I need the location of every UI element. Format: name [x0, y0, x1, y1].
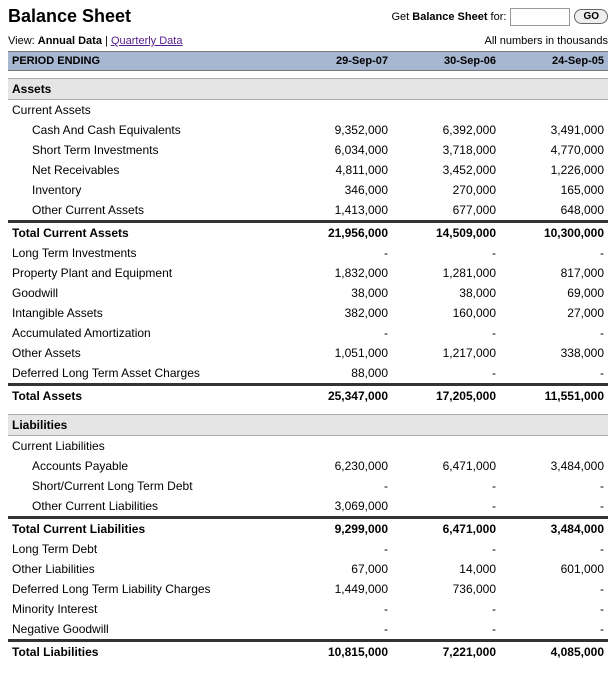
total-assets-row: Total Assets25,347,00017,205,00011,551,0…: [8, 385, 608, 407]
table-row: Negative Goodwill---: [8, 619, 608, 641]
table-row: Goodwill38,00038,00069,000: [8, 283, 608, 303]
units-note: All numbers in thousands: [484, 35, 608, 47]
period-header-row: PERIOD ENDING 29-Sep-07 30-Sep-06 24-Sep…: [8, 52, 608, 71]
period-label: PERIOD ENDING: [8, 52, 284, 71]
table-row: Net Receivables4,811,0003,452,0001,226,0…: [8, 160, 608, 180]
table-row: Other Current Assets1,413,000677,000648,…: [8, 200, 608, 222]
current-assets-subheader: Current Assets: [8, 100, 608, 121]
period-2: 30-Sep-06: [392, 52, 500, 71]
table-row: Long Term Debt---: [8, 539, 608, 559]
table-row: Deferred Long Term Liability Charges1,44…: [8, 579, 608, 599]
ticker-lookup: Get Balance Sheet for: GO: [391, 8, 608, 26]
table-row: Deferred Long Term Asset Charges88,000--: [8, 363, 608, 385]
ticker-input[interactable]: [510, 8, 570, 26]
table-row: Inventory346,000270,000165,000: [8, 180, 608, 200]
quarterly-link[interactable]: Quarterly Data: [111, 35, 183, 47]
table-row: Long Term Investments---: [8, 243, 608, 263]
table-row: Cash And Cash Equivalents9,352,0006,392,…: [8, 120, 608, 140]
balance-sheet-container: Balance Sheet Get Balance Sheet for: GO …: [0, 0, 616, 668]
header: Balance Sheet Get Balance Sheet for: GO: [8, 6, 608, 27]
total-current-assets-row: Total Current Assets21,956,00014,509,000…: [8, 222, 608, 244]
period-3: 24-Sep-05: [500, 52, 608, 71]
page-title: Balance Sheet: [8, 6, 131, 27]
table-row: Property Plant and Equipment1,832,0001,2…: [8, 263, 608, 283]
view-switch: View: Annual Data | Quarterly Data: [8, 35, 182, 47]
viewbar: View: Annual Data | Quarterly Data All n…: [8, 35, 608, 47]
assets-section: Assets: [8, 79, 608, 100]
table-row: Minority Interest---: [8, 599, 608, 619]
table-row: Short/Current Long Term Debt---: [8, 476, 608, 496]
table-row: Short Term Investments6,034,0003,718,000…: [8, 140, 608, 160]
liabilities-section: Liabilities: [8, 414, 608, 435]
table-row: Accumulated Amortization---: [8, 323, 608, 343]
table-row: Accounts Payable6,230,0006,471,0003,484,…: [8, 456, 608, 476]
lookup-label: Get Balance Sheet for:: [391, 11, 506, 23]
table-row: Other Current Liabilities3,069,000--: [8, 496, 608, 518]
total-liabilities-row: Total Liabilities10,815,0007,221,0004,08…: [8, 640, 608, 662]
table-row: Other Assets1,051,0001,217,000338,000: [8, 343, 608, 363]
balance-sheet-table: PERIOD ENDING 29-Sep-07 30-Sep-06 24-Sep…: [8, 51, 608, 662]
table-row: Intangible Assets382,000160,00027,000: [8, 303, 608, 323]
period-1: 29-Sep-07: [284, 52, 392, 71]
table-row: Other Liabilities67,00014,000601,000: [8, 559, 608, 579]
total-current-liabilities-row: Total Current Liabilities9,299,0006,471,…: [8, 517, 608, 539]
current-liabilities-subheader: Current Liabilities: [8, 435, 608, 456]
go-button[interactable]: GO: [574, 9, 608, 24]
annual-label: Annual Data: [38, 35, 102, 47]
